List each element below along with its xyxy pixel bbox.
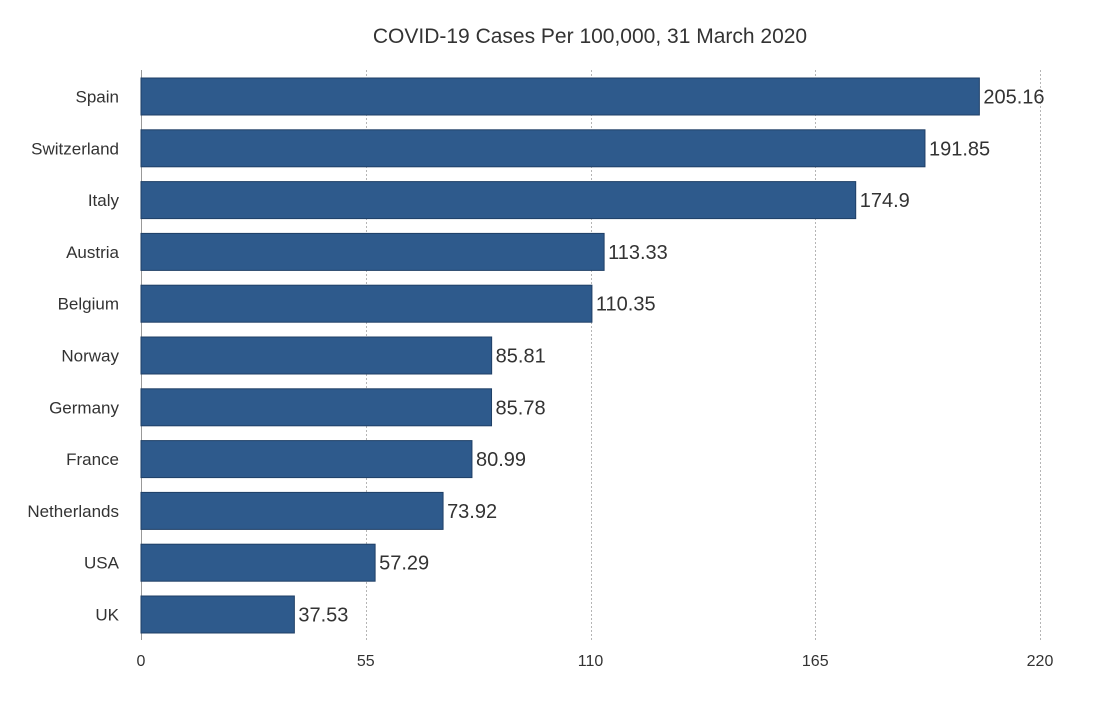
bar-usa	[140, 543, 376, 582]
category-label: USA	[84, 554, 120, 573]
bar-netherlands	[140, 491, 444, 530]
x-tick-label: 110	[578, 653, 604, 670]
data-labels: 205.16 191.85 174.9 113.33 110.35 85.81 85.78 8…	[298, 87, 1044, 627]
category-label: Belgium	[58, 295, 119, 314]
bar-france	[140, 440, 473, 479]
bars	[140, 77, 980, 634]
data-label: 37.53	[298, 605, 348, 627]
bar-belgium	[140, 284, 593, 323]
x-tick-label: 0	[137, 653, 146, 670]
data-label: 174.9	[860, 190, 910, 212]
data-label: 191.85	[929, 138, 990, 160]
x-tick-label: 220	[1027, 653, 1054, 670]
category-label: Spain	[76, 88, 119, 107]
data-label: 73.92	[447, 501, 497, 523]
data-label: 85.78	[496, 397, 546, 419]
data-label: 113.33	[608, 242, 668, 264]
category-label: UK	[95, 606, 119, 625]
bar-austria	[140, 232, 605, 271]
category-label: Germany	[49, 398, 119, 417]
x-axis-tick-labels: 0 55 110 165 220	[137, 653, 1054, 670]
bar-norway	[140, 336, 493, 375]
category-label: Italy	[88, 191, 120, 210]
data-label: 80.99	[476, 449, 526, 471]
data-label: 85.81	[496, 346, 546, 368]
data-label: 205.16	[983, 87, 1044, 109]
chart-title: COVID-19 Cases Per 100,000, 31 March 202…	[373, 25, 807, 48]
bar-spain	[140, 77, 980, 116]
bar-germany	[140, 388, 493, 427]
data-label: 57.29	[379, 553, 429, 575]
category-labels: Spain Switzerland Italy Austria Belgium Norwa…	[27, 88, 119, 625]
category-label: France	[66, 450, 119, 469]
bar-uk	[140, 595, 295, 634]
x-tick-label: 55	[357, 653, 375, 670]
bar-switzerland	[140, 129, 926, 168]
category-label: Switzerland	[31, 139, 119, 158]
bar-italy	[140, 181, 857, 220]
x-tick-label: 165	[802, 653, 829, 670]
category-label: Netherlands	[27, 502, 119, 521]
category-label: Austria	[66, 243, 119, 262]
data-label: 110.35	[596, 294, 656, 316]
category-label: Norway	[61, 347, 119, 366]
